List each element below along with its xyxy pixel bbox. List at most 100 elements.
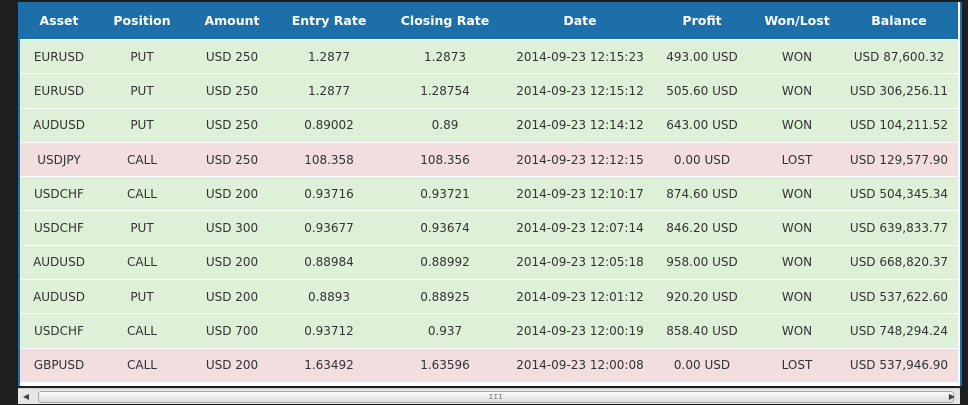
- entry-rate-cell: 0.93712: [278, 313, 380, 349]
- closing-rate-cell: 0.88992: [380, 245, 510, 281]
- profit-cell: 874.60 USD: [650, 176, 754, 212]
- profit-cell: 846.20 USD: [650, 210, 754, 246]
- entry-rate-cell: 1.2877: [278, 39, 380, 75]
- closing-rate-cell: 0.937: [380, 313, 510, 349]
- closing-rate-cell: 108.356: [380, 142, 510, 178]
- amount-cell: USD 300: [186, 210, 278, 246]
- closing-rate-cell: 0.89: [380, 108, 510, 143]
- balance-cell: USD 748,294.24: [840, 313, 958, 349]
- scroll-right-arrow-icon[interactable]: ▶: [948, 392, 956, 401]
- col-header-amount[interactable]: Amount: [186, 2, 278, 40]
- won-lost-cell: WON: [754, 279, 840, 315]
- col-header-position[interactable]: Position: [98, 2, 186, 40]
- won-lost-cell: WON: [754, 210, 840, 246]
- won-lost-cell: WON: [754, 245, 840, 281]
- date-cell: 2014-09-23 12:05:18: [510, 245, 650, 281]
- profit-cell: 958.00 USD: [650, 245, 754, 281]
- col-header-entry-rate[interactable]: Entry Rate: [278, 2, 380, 40]
- scroll-left-arrow-icon[interactable]: ◀: [22, 392, 30, 401]
- asset-cell: USDCHF: [20, 176, 98, 212]
- amount-cell: USD 250: [186, 108, 278, 143]
- col-header-profit[interactable]: Profit: [650, 2, 754, 40]
- table-row: AUDUSD CALL USD 200 0.88984 0.88992 2014-09-2…: [20, 245, 958, 281]
- entry-rate-cell: 108.358: [278, 142, 380, 178]
- col-header-date[interactable]: Date: [510, 2, 650, 40]
- scrollbar-thumb[interactable]: III: [38, 391, 954, 403]
- asset-cell: EURUSD: [20, 73, 98, 109]
- entry-rate-cell: 1.63492: [278, 348, 380, 383]
- position-cell: CALL: [98, 348, 186, 383]
- amount-cell: USD 200: [186, 348, 278, 383]
- entry-rate-cell: 0.93677: [278, 210, 380, 246]
- date-cell: 2014-09-23 12:15:12: [510, 73, 650, 109]
- trade-history-panel: Asset Position Amount Entry Rate Closing…: [18, 2, 962, 386]
- amount-cell: USD 250: [186, 73, 278, 109]
- asset-cell: USDCHF: [20, 210, 98, 246]
- closing-rate-cell: 0.93721: [380, 176, 510, 212]
- position-cell: CALL: [98, 245, 186, 281]
- date-cell: 2014-09-23 12:07:14: [510, 210, 650, 246]
- closing-rate-cell: 0.93674: [380, 210, 510, 246]
- profit-cell: 0.00 USD: [650, 348, 754, 383]
- table-row: USDCHF CALL USD 200 0.93716 0.93721 2014-09-2…: [20, 176, 958, 212]
- table-row: USDCHF PUT USD 300 0.93677 0.93674 2014-09-23…: [20, 210, 958, 246]
- won-lost-cell: LOST: [754, 142, 840, 178]
- trade-history-table: Asset Position Amount Entry Rate Closing…: [20, 2, 958, 383]
- amount-cell: USD 700: [186, 313, 278, 349]
- amount-cell: USD 200: [186, 176, 278, 212]
- profit-cell: 505.60 USD: [650, 73, 754, 109]
- position-cell: CALL: [98, 142, 186, 178]
- balance-cell: USD 504,345.34: [840, 176, 958, 212]
- profit-cell: 0.00 USD: [650, 142, 754, 178]
- balance-cell: USD 129,577.90: [840, 142, 958, 178]
- balance-cell: USD 306,256.11: [840, 73, 958, 109]
- entry-rate-cell: 0.88984: [278, 245, 380, 281]
- balance-cell: USD 537,622.60: [840, 279, 958, 315]
- col-header-asset[interactable]: Asset: [20, 2, 98, 40]
- position-cell: PUT: [98, 279, 186, 315]
- position-cell: PUT: [98, 73, 186, 109]
- table-row: AUDUSD PUT USD 250 0.89002 0.89 2014-09-23 12…: [20, 108, 958, 143]
- amount-cell: USD 250: [186, 142, 278, 178]
- balance-cell: USD 87,600.32: [840, 39, 958, 75]
- position-cell: PUT: [98, 39, 186, 75]
- won-lost-cell: WON: [754, 39, 840, 75]
- position-cell: CALL: [98, 176, 186, 212]
- table-row: USDJPY CALL USD 250 108.358 108.356 2014-09-2…: [20, 142, 958, 178]
- asset-cell: GBPUSD: [20, 348, 98, 383]
- won-lost-cell: WON: [754, 73, 840, 109]
- asset-cell: USDCHF: [20, 313, 98, 349]
- date-cell: 2014-09-23 12:14:12: [510, 108, 650, 143]
- amount-cell: USD 200: [186, 245, 278, 281]
- balance-cell: USD 537,946.90: [840, 348, 958, 383]
- table-row: USDCHF CALL USD 700 0.93712 0.937 2014-09-23 …: [20, 313, 958, 349]
- won-lost-cell: WON: [754, 313, 840, 349]
- profit-cell: 858.40 USD: [650, 313, 754, 349]
- won-lost-cell: LOST: [754, 348, 840, 383]
- asset-cell: USDJPY: [20, 142, 98, 178]
- entry-rate-cell: 0.8893: [278, 279, 380, 315]
- date-cell: 2014-09-23 12:00:19: [510, 313, 650, 349]
- horizontal-scrollbar[interactable]: ◀ III ▶: [18, 388, 960, 404]
- position-cell: CALL: [98, 313, 186, 349]
- asset-cell: AUDUSD: [20, 279, 98, 315]
- asset-cell: AUDUSD: [20, 108, 98, 143]
- col-header-won-lost[interactable]: Won/Lost: [754, 2, 840, 40]
- profit-cell: 643.00 USD: [650, 108, 754, 143]
- closing-rate-cell: 1.2873: [380, 39, 510, 75]
- position-cell: PUT: [98, 108, 186, 143]
- closing-rate-cell: 1.63596: [380, 348, 510, 383]
- closing-rate-cell: 0.88925: [380, 279, 510, 315]
- amount-cell: USD 200: [186, 279, 278, 315]
- date-cell: 2014-09-23 12:00:08: [510, 348, 650, 383]
- entry-rate-cell: 1.2877: [278, 73, 380, 109]
- position-cell: PUT: [98, 210, 186, 246]
- date-cell: 2014-09-23 12:01:12: [510, 279, 650, 315]
- profit-cell: 493.00 USD: [650, 39, 754, 75]
- col-header-balance[interactable]: Balance: [840, 2, 958, 40]
- table-body: EURUSD PUT USD 250 1.2877 1.2873 2014-09-23 1…: [20, 39, 958, 383]
- amount-cell: USD 250: [186, 39, 278, 75]
- table-row: AUDUSD PUT USD 200 0.8893 0.88925 2014-09-23 …: [20, 279, 958, 315]
- col-header-closing-rate[interactable]: Closing Rate: [380, 2, 510, 40]
- asset-cell: EURUSD: [20, 39, 98, 75]
